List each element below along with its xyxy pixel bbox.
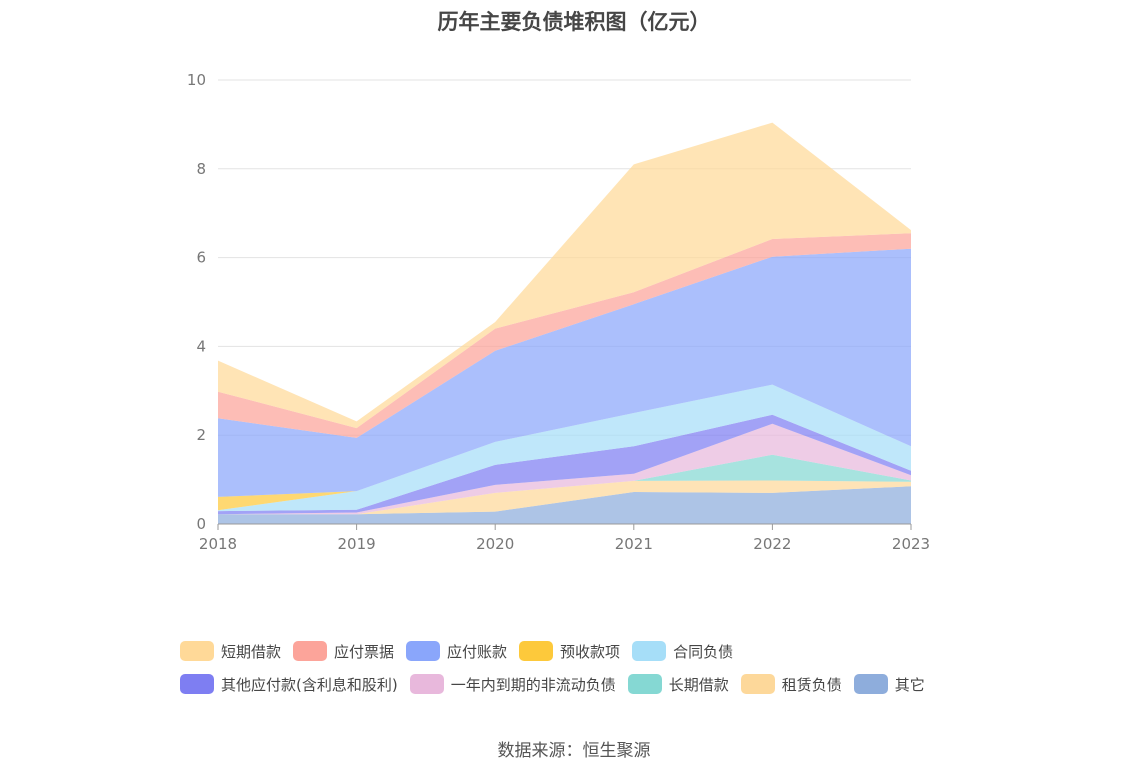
chart-title: 历年主要负债堆积图（亿元） bbox=[437, 10, 711, 34]
area-series-1 bbox=[218, 480, 911, 515]
legend-item[interactable]: 其它 bbox=[853, 674, 925, 695]
area-series-6 bbox=[218, 384, 911, 511]
source-note: 数据来源：恒生聚源 bbox=[497, 741, 651, 761]
legend-swatch bbox=[293, 641, 328, 661]
legend-item[interactable]: 合同负债 bbox=[632, 641, 733, 662]
legend-item[interactable]: 短期借款 bbox=[180, 641, 281, 662]
area-series-5 bbox=[218, 384, 911, 512]
legend: 短期借款 应付票据 应付账款 预收款项 合同负债 其他应付款(含利息和股利) 一年内到期的… bbox=[180, 640, 1000, 706]
legend-swatch bbox=[409, 674, 444, 694]
legend-label: 应付票据 bbox=[334, 642, 395, 661]
legend-label: 长期借款 bbox=[668, 675, 729, 694]
x-tick-label: 2020 bbox=[476, 535, 514, 553]
y-tick-label: 6 bbox=[196, 249, 206, 267]
legend-swatch bbox=[180, 674, 214, 694]
legend-swatch bbox=[740, 674, 775, 694]
stacked-areas bbox=[218, 122, 911, 524]
area-series-9 bbox=[218, 122, 911, 429]
legend-item[interactable]: 其他应付款(含利息和股利) bbox=[180, 674, 398, 695]
x-tick-label: 2021 bbox=[615, 535, 653, 553]
legend-row-1: 短期借款 应付票据 应付账款 预收款项 合同负债 bbox=[180, 640, 1000, 662]
legend-item[interactable]: 一年内到期的非流动负债 bbox=[409, 674, 616, 695]
legend-swatch bbox=[627, 674, 662, 694]
legend-label: 合同负债 bbox=[673, 642, 734, 661]
x-tick-label: 2023 bbox=[892, 535, 930, 553]
chart-plot: 0 2 4 6 8 10 2018 2019 2020 2021 2022 2023 bbox=[187, 71, 930, 553]
y-tick-label: 2 bbox=[196, 426, 206, 444]
legend-label: 应付账款 bbox=[447, 642, 508, 661]
legend-item[interactable]: 应付账款 bbox=[406, 641, 507, 662]
axes: 0 2 4 6 8 10 2018 2019 2020 2021 2022 2023 bbox=[187, 71, 930, 553]
legend-swatch bbox=[853, 674, 888, 694]
y-tick-label: 8 bbox=[196, 160, 206, 178]
x-tick-label: 2019 bbox=[338, 535, 376, 553]
legend-item[interactable]: 租赁负债 bbox=[740, 674, 842, 695]
x-tick-label: 2018 bbox=[199, 535, 237, 553]
y-tick-label: 10 bbox=[187, 71, 206, 89]
legend-row-2: 其他应付款(含利息和股利) 一年内到期的非流动负债 长期借款 租赁负债 其它 bbox=[180, 673, 1000, 695]
area-series-0 bbox=[218, 486, 911, 524]
area-series-7 bbox=[218, 248, 911, 497]
area-series-3 bbox=[218, 423, 911, 515]
area-series-2 bbox=[218, 454, 911, 515]
y-tick-label: 4 bbox=[196, 337, 206, 355]
legend-label: 租赁负债 bbox=[781, 675, 842, 694]
legend-label: 一年内到期的非流动负债 bbox=[450, 675, 616, 694]
area-series-8 bbox=[218, 233, 911, 438]
legend-item[interactable]: 应付票据 bbox=[293, 641, 394, 662]
area-series-4 bbox=[218, 414, 911, 515]
legend-item[interactable]: 长期借款 bbox=[627, 674, 729, 695]
legend-swatch bbox=[180, 641, 214, 661]
legend-label: 其他应付款(含利息和股利) bbox=[221, 675, 398, 694]
legend-label: 短期借款 bbox=[221, 642, 282, 661]
legend-label: 其它 bbox=[894, 675, 925, 694]
legend-swatch bbox=[519, 641, 554, 661]
legend-label: 预收款项 bbox=[560, 642, 621, 661]
y-tick-label: 0 bbox=[196, 515, 206, 533]
x-tick-label: 2022 bbox=[753, 535, 791, 553]
legend-item[interactable]: 预收款项 bbox=[519, 641, 620, 662]
legend-swatch bbox=[632, 641, 667, 661]
legend-swatch bbox=[406, 641, 441, 661]
